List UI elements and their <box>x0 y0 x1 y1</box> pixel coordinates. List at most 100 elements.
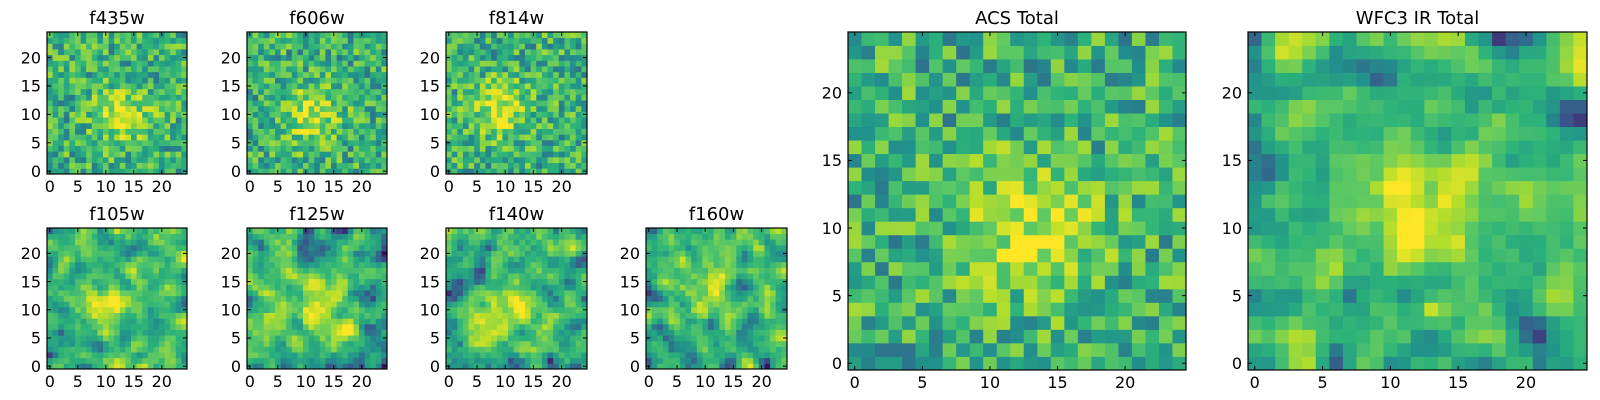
heatmap-cell <box>247 94 253 101</box>
heatmap-cell <box>108 122 115 129</box>
heatmap-cell <box>575 88 582 95</box>
heatmap-cell <box>1131 194 1146 209</box>
heatmap-cell <box>508 122 515 129</box>
heatmap-cell <box>491 139 498 146</box>
heatmap-cell <box>719 301 726 308</box>
heatmap-cell <box>97 139 104 146</box>
heatmap-cell <box>696 306 703 313</box>
heatmap-cell <box>996 288 1011 303</box>
heatmap-cell <box>541 37 548 44</box>
heatmap-cell <box>446 357 453 364</box>
heatmap-cell <box>375 301 382 308</box>
heatmap-cell <box>370 139 377 146</box>
heatmap-cell <box>69 105 76 112</box>
heatmap-cell <box>269 83 276 90</box>
heatmap-cell <box>86 60 93 67</box>
heatmap-cell <box>657 312 664 319</box>
heatmap-cell <box>929 302 944 317</box>
heatmap-cell <box>181 228 188 235</box>
y-tick-label: 20 <box>21 48 41 67</box>
heatmap-cell <box>457 228 464 235</box>
heatmap-cell <box>685 228 692 235</box>
heatmap-cell <box>468 94 475 101</box>
axes-frame <box>46 227 188 370</box>
heatmap-cell <box>457 83 464 90</box>
heatmap-cell <box>1172 248 1187 263</box>
heatmap-cell <box>575 306 582 313</box>
x-tick-label: 0 <box>45 372 55 391</box>
heatmap-cell <box>280 340 287 347</box>
heatmap-cell <box>674 267 681 274</box>
heatmap-cell <box>530 323 537 330</box>
heatmap-cell <box>153 306 160 313</box>
heatmap-cell <box>524 335 531 342</box>
heatmap-cell <box>75 49 81 56</box>
heatmap-cell <box>269 128 276 135</box>
heatmap-cell <box>142 273 149 280</box>
heatmap-cell <box>125 306 132 313</box>
heatmap-cell <box>125 100 132 107</box>
heatmap-cell <box>86 122 93 129</box>
heatmap-cell <box>764 244 771 251</box>
heatmap-cell <box>364 352 371 359</box>
heatmap-cell <box>848 329 862 344</box>
heatmap-cell <box>47 301 53 308</box>
heatmap-cell <box>702 318 709 325</box>
heatmap-cell <box>491 306 498 313</box>
heatmap-cell <box>536 357 543 364</box>
heatmap-cell <box>297 290 304 297</box>
heatmap-cell <box>275 77 281 84</box>
heatmap-cell <box>319 156 326 164</box>
heatmap-cell <box>119 284 126 291</box>
heatmap-cell <box>275 267 281 274</box>
heatmap-cell <box>286 335 293 342</box>
heatmap-cell <box>541 273 548 280</box>
heatmap-cell <box>114 145 121 152</box>
heatmap-cell <box>275 261 281 268</box>
heatmap-cell <box>983 302 998 317</box>
y-tick-label: 10 <box>221 301 241 320</box>
heatmap-cell <box>263 94 270 101</box>
heatmap-cell <box>983 180 998 195</box>
heatmap-cell <box>325 94 332 101</box>
heatmap-cell <box>47 122 53 129</box>
heatmap-cell <box>468 284 475 291</box>
heatmap-cell <box>781 261 788 268</box>
heatmap-cell <box>474 250 481 257</box>
heatmap-cell <box>125 312 132 319</box>
heatmap-cell <box>496 323 503 330</box>
heatmap-cell <box>164 145 171 152</box>
heatmap-cell <box>97 77 104 84</box>
heatmap-cell <box>446 261 453 268</box>
heatmap-cell <box>581 352 588 359</box>
heatmap-cell <box>331 105 337 112</box>
heatmap-cell <box>86 340 93 347</box>
heatmap-cell <box>47 346 53 353</box>
heatmap-cell <box>119 233 126 240</box>
heatmap-cell <box>331 77 337 84</box>
heatmap-cell <box>691 335 698 342</box>
heatmap-cell <box>983 234 998 249</box>
heatmap-cell <box>541 60 548 67</box>
heatmap-cell <box>297 162 304 169</box>
heatmap-cell <box>297 83 304 90</box>
heatmap-cell <box>1145 221 1160 236</box>
heatmap-cell <box>553 244 560 251</box>
heatmap-cell <box>446 329 453 336</box>
heatmap-cell <box>553 77 560 84</box>
heatmap-cell <box>275 94 281 101</box>
heatmap-cell <box>747 295 754 302</box>
heatmap-cell <box>275 162 281 169</box>
heatmap-cell <box>485 233 492 240</box>
heatmap-cell <box>269 318 276 325</box>
heatmap-cell <box>558 83 565 90</box>
heatmap-cell <box>308 145 315 152</box>
heatmap-cell <box>147 105 154 112</box>
heatmap-cell <box>1064 207 1079 222</box>
heatmap-cell <box>375 54 382 61</box>
heatmap-cell <box>553 88 560 95</box>
heatmap-cell <box>114 312 121 319</box>
heatmap-cell <box>519 94 526 101</box>
heatmap-cell <box>52 83 59 90</box>
heatmap-cell <box>485 301 492 308</box>
